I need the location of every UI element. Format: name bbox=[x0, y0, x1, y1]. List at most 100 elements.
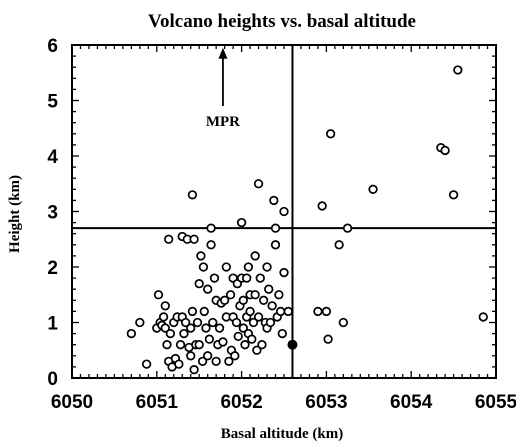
data-point bbox=[269, 195, 279, 206]
data-point bbox=[179, 328, 189, 339]
data-point bbox=[174, 359, 184, 369]
data-point bbox=[245, 306, 255, 317]
data-point bbox=[453, 65, 463, 75]
x-tick-label: 6050 bbox=[51, 392, 93, 413]
y-tick-label: 6 bbox=[47, 36, 58, 57]
y-tick-label: 5 bbox=[47, 92, 58, 113]
data-point bbox=[180, 317, 191, 328]
data-point bbox=[323, 334, 333, 344]
data-point bbox=[338, 317, 349, 328]
data-point bbox=[135, 317, 145, 328]
data-point bbox=[160, 323, 170, 333]
x-axis-label: Basal altitude (km) bbox=[221, 426, 344, 442]
data-point bbox=[270, 240, 281, 250]
annotation-label: MPR bbox=[206, 114, 240, 130]
data-point bbox=[186, 351, 196, 361]
data-point bbox=[153, 290, 164, 300]
data-point bbox=[194, 340, 204, 350]
x-tick-label: 6054 bbox=[390, 392, 433, 413]
data-point bbox=[225, 290, 236, 300]
data-point bbox=[204, 334, 215, 344]
data-point bbox=[197, 356, 208, 367]
y-tick-label: 0 bbox=[47, 369, 58, 390]
data-point bbox=[248, 317, 259, 328]
data-point bbox=[194, 279, 204, 289]
data-point bbox=[325, 129, 336, 139]
data-point bbox=[219, 295, 230, 305]
data-point bbox=[283, 306, 293, 317]
data-point bbox=[440, 145, 450, 156]
data-point bbox=[250, 290, 260, 300]
data-point bbox=[247, 334, 257, 344]
data-point bbox=[230, 351, 240, 361]
data-point bbox=[218, 337, 228, 347]
data-point bbox=[238, 295, 248, 305]
data-point bbox=[231, 317, 242, 328]
data-point bbox=[206, 240, 216, 250]
data-point bbox=[211, 356, 221, 367]
filled-data-point bbox=[287, 339, 298, 350]
data-point bbox=[253, 179, 264, 189]
data-point bbox=[160, 301, 170, 311]
data-point bbox=[209, 273, 220, 283]
data-point bbox=[224, 356, 234, 367]
data-point bbox=[478, 312, 488, 322]
data-point bbox=[158, 312, 169, 322]
data-point bbox=[279, 267, 289, 278]
data-point bbox=[189, 365, 199, 375]
data-point bbox=[448, 190, 459, 200]
data-point bbox=[277, 328, 287, 339]
data-point bbox=[164, 234, 174, 244]
x-tick-label: 6052 bbox=[220, 392, 262, 413]
data-point bbox=[238, 323, 248, 333]
data-point bbox=[201, 323, 211, 333]
data-point bbox=[203, 351, 213, 361]
data-point bbox=[233, 331, 243, 342]
data-point bbox=[243, 262, 254, 272]
data-point bbox=[214, 323, 225, 333]
data-point bbox=[265, 317, 276, 328]
data-point bbox=[196, 251, 206, 261]
y-axis-label: Height (km) bbox=[7, 175, 23, 253]
data-point bbox=[267, 301, 277, 311]
data-point bbox=[189, 234, 199, 244]
chart-title: Volcano heights vs. basal altitude bbox=[148, 11, 416, 32]
data-point bbox=[208, 317, 218, 328]
data-point bbox=[321, 306, 332, 317]
data-point bbox=[141, 359, 152, 369]
data-point bbox=[236, 217, 247, 228]
data-point bbox=[175, 340, 186, 350]
data-point bbox=[255, 273, 265, 283]
data-point bbox=[264, 284, 274, 294]
x-tick-label: 6051 bbox=[136, 392, 179, 413]
data-point bbox=[186, 323, 196, 333]
y-tick-label: 1 bbox=[47, 314, 58, 335]
data-point bbox=[275, 306, 286, 317]
data-point bbox=[126, 328, 137, 339]
data-point bbox=[199, 306, 209, 317]
data-point bbox=[165, 328, 176, 339]
data-point bbox=[240, 340, 250, 350]
data-point bbox=[258, 295, 269, 305]
y-tick-label: 3 bbox=[47, 203, 58, 224]
x-tick-label: 6055 bbox=[475, 392, 516, 413]
data-point bbox=[203, 284, 213, 294]
data-point bbox=[274, 290, 284, 300]
data-point bbox=[257, 340, 267, 350]
data-point bbox=[221, 262, 231, 272]
annotation-arrow-head bbox=[218, 47, 228, 59]
data-point bbox=[187, 190, 198, 200]
data-point bbox=[206, 223, 216, 233]
x-tick-label: 6053 bbox=[305, 392, 347, 413]
data-point bbox=[334, 240, 344, 250]
data-point bbox=[198, 262, 209, 272]
data-point bbox=[279, 206, 289, 217]
data-point bbox=[187, 306, 198, 317]
y-tick-label: 2 bbox=[47, 258, 58, 279]
data-point bbox=[242, 273, 252, 283]
data-point bbox=[313, 306, 323, 317]
data-point bbox=[250, 251, 260, 261]
data-point bbox=[342, 223, 353, 233]
data-point bbox=[252, 345, 262, 355]
data-point bbox=[192, 317, 203, 328]
